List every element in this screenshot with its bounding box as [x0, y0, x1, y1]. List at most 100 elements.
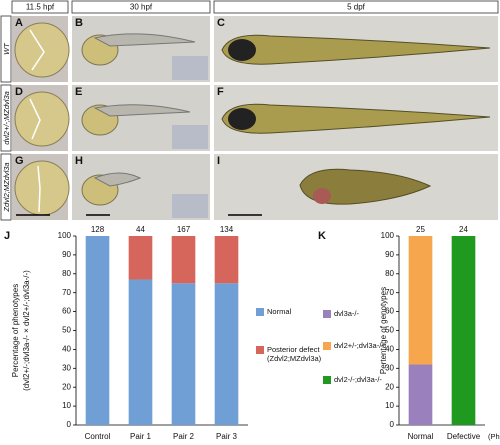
- legend-swatch: [256, 308, 264, 316]
- bar-segment: [214, 283, 239, 425]
- y-tick-label: 30: [62, 363, 71, 372]
- y-tick-label: 80: [62, 269, 71, 278]
- x-axis-label: (Phenotypes): [488, 432, 500, 441]
- legend-label: dvl3a-/-: [334, 309, 360, 318]
- legend-swatch: [323, 342, 331, 350]
- y-tick-label: 50: [385, 326, 394, 335]
- marker: [29, 29, 45, 71]
- panel-letter: H: [75, 155, 83, 167]
- panel-letter: C: [217, 17, 225, 29]
- embryo: [14, 91, 70, 147]
- panel-letter: A: [15, 17, 23, 29]
- y-tick-label: 100: [381, 231, 395, 240]
- row-box: [0, 153, 12, 221]
- legend-label: Normal: [267, 307, 292, 316]
- embryo: [14, 160, 70, 216]
- eye: [313, 188, 331, 204]
- bar-segment: [128, 279, 153, 425]
- eye: [228, 39, 256, 61]
- legend-label-box: Posterior defect (Zdvl2;MZdvl3a): [267, 345, 322, 363]
- bar-segment: [408, 236, 433, 365]
- header-box: [213, 0, 499, 14]
- y-tick-label: 10: [62, 401, 71, 410]
- panel-letter: I: [217, 155, 220, 167]
- marker: [29, 98, 41, 140]
- embryo-tail: [93, 33, 196, 47]
- y-tick-label: 60: [62, 307, 71, 316]
- y-tick-label: 70: [62, 288, 71, 297]
- y-tick-label: 100: [58, 231, 72, 240]
- row-box: [0, 15, 12, 83]
- bar-segment: [214, 236, 239, 284]
- panel-letter: B: [75, 17, 83, 29]
- x-tick-label: Control: [85, 432, 111, 441]
- larva: [221, 34, 491, 65]
- header-box: [11, 0, 69, 14]
- y-tick-label: 30: [385, 363, 394, 372]
- legend-label: dvl2-/-;dvl3a-/-: [334, 375, 382, 384]
- bar-segment: [85, 236, 110, 425]
- embryo-tail: [93, 172, 142, 187]
- x-tick-label: Pair 1: [130, 432, 151, 441]
- y-tick-label: 90: [62, 250, 71, 259]
- total-label: 44: [136, 225, 145, 234]
- inset: [172, 56, 208, 80]
- bar-segment: [451, 236, 476, 425]
- total-label: 25: [416, 225, 425, 234]
- y-tick-label: 0: [67, 420, 72, 429]
- legend-label-box: dvl2-/-;dvl3a-/-: [334, 375, 382, 384]
- y-tick-label: 0: [390, 420, 395, 429]
- header-box: [71, 0, 211, 14]
- row-label: Zdvl2;MZdvl3a: [2, 162, 11, 212]
- bar-segment: [171, 236, 196, 284]
- bar-segment: [171, 283, 196, 425]
- marker: [37, 165, 41, 213]
- row-box: [0, 84, 12, 152]
- photos: [12, 16, 498, 220]
- legend-swatch: [256, 346, 264, 354]
- x-tick-label: Pair 2: [173, 432, 194, 441]
- x-tick-label: Defective: [447, 432, 481, 441]
- panel-letter: F: [217, 86, 224, 98]
- legend-label-box: dvl3a-/-: [334, 309, 360, 318]
- row-label: WT: [2, 42, 11, 55]
- y-tick-label: 80: [385, 269, 394, 278]
- y-tick-label: 50: [62, 326, 71, 335]
- total-label: 24: [459, 225, 468, 234]
- bar-segment: [408, 364, 433, 425]
- y-tick-label: 40: [385, 345, 394, 354]
- bar-segment: [128, 236, 153, 280]
- legend-label: Posterior defect (Zdvl2;MZdvl3a): [267, 345, 322, 363]
- panel-letter: K: [318, 230, 326, 242]
- y-axis-label: Percentage of phenotypes: [11, 284, 20, 377]
- eye: [228, 108, 256, 130]
- embryo-tail: [93, 104, 191, 117]
- total-label: 134: [220, 225, 234, 234]
- y-tick-label: 70: [385, 288, 394, 297]
- legend-swatch: [323, 310, 331, 318]
- larva: [221, 103, 491, 134]
- y-tick-label: 40: [62, 345, 71, 354]
- y-tick-label: 20: [385, 382, 394, 391]
- y-axis-label: (dvl2+/-;dvl3a-/- × dvl2+/-;dvl3a-/-): [22, 270, 31, 391]
- header: 11.5 hpf: [26, 3, 55, 12]
- x-tick-label: Normal: [408, 432, 434, 441]
- header: 5 dpf: [347, 3, 366, 12]
- legend-label-box: dvl2+/-;dvl3a-/-: [334, 341, 384, 350]
- panel-letter: D: [15, 86, 23, 98]
- row-label: dvl2+/-;MZdvl3a: [2, 91, 11, 145]
- legend-swatch: [323, 376, 331, 384]
- y-tick-label: 60: [385, 307, 394, 316]
- larva: [299, 168, 432, 205]
- total-label: 128: [91, 225, 105, 234]
- inset: [172, 125, 208, 149]
- legend-label-box: Normal: [267, 307, 292, 316]
- inset: [172, 194, 208, 218]
- header: 30 hpf: [130, 3, 153, 12]
- y-tick-label: 90: [385, 250, 394, 259]
- x-tick-label: Pair 3: [216, 432, 237, 441]
- y-axis-label: Pertentage of genotypes: [379, 287, 388, 374]
- total-label: 167: [177, 225, 191, 234]
- panel-letter: E: [75, 86, 82, 98]
